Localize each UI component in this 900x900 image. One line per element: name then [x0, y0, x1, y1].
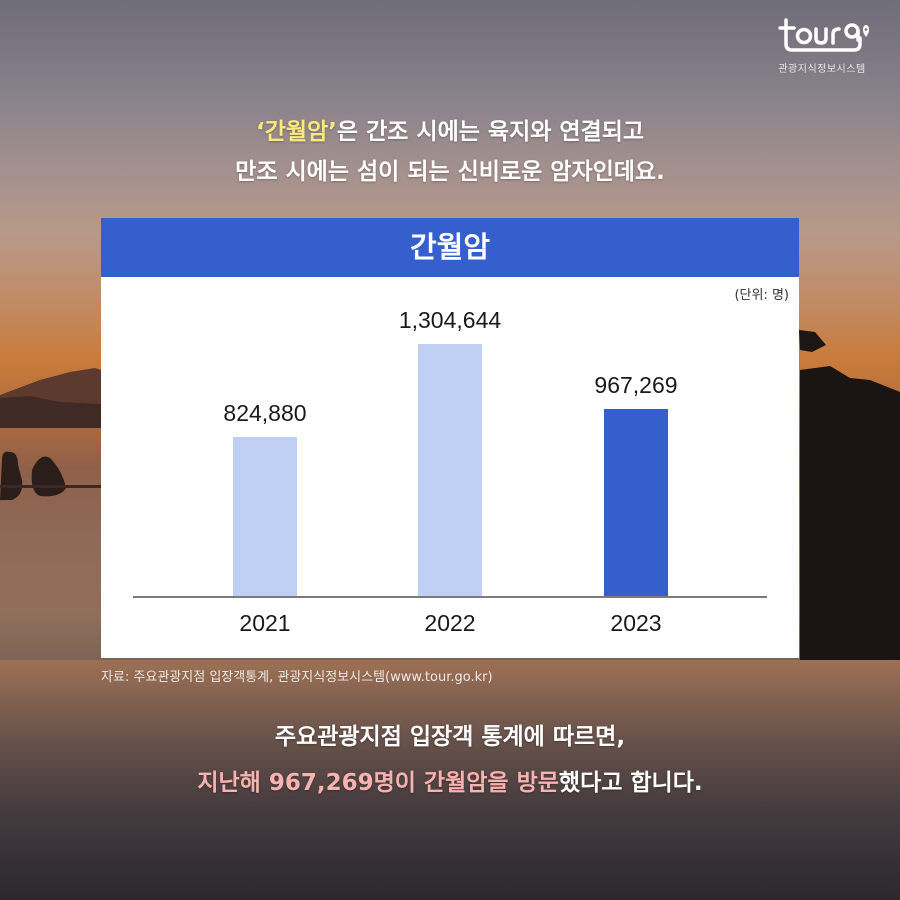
- x-tick-2022: 2022: [424, 610, 476, 636]
- logo-subtitle: 관광지식정보시스템: [778, 64, 866, 75]
- outro-line-2-rest: 했다고 합니다.: [558, 770, 703, 796]
- outro-line-2: 지난해 967,269명이 간월암을 방문했다고 합니다.: [0, 760, 900, 806]
- outro-text: 주요관광지점 입장객 통계에 따르면, 지난해 967,269명이 간월암을 방…: [0, 714, 900, 806]
- tourgo-logo: 관광지식정보시스템: [762, 14, 882, 78]
- bar-chart-plot: 824,880 1,304,644 967,269: [133, 296, 767, 598]
- intro-highlight: ‘간월암’: [255, 119, 337, 145]
- x-tick-2023: 2023: [610, 610, 662, 636]
- intro-line-1-rest: 은 간조 시에는 육지와 연결되고: [336, 119, 645, 145]
- bar-value-2021: 824,880: [223, 400, 307, 426]
- outro-line-1: 주요관광지점 입장객 통계에 따르면,: [274, 724, 626, 750]
- intro-line-1: ‘간월암’은 간조 시에는 육지와 연결되고: [0, 112, 900, 152]
- bar-2021: [233, 437, 297, 596]
- tourgo-logo-icon: [778, 18, 869, 52]
- x-tick-2021: 2021: [239, 610, 291, 636]
- bar-2023: [604, 409, 668, 596]
- intro-text: ‘간월암’은 간조 시에는 육지와 연결되고 만조 시에는 섬이 되는 신비로운…: [0, 112, 900, 192]
- x-axis-baseline: [133, 596, 767, 598]
- intro-line-2: 만조 시에는 섬이 되는 신비로운 암자인데요.: [235, 159, 665, 185]
- chart-card: 간월암 (단위: 명) 824,880 1,304,644 967,269 20…: [101, 218, 799, 658]
- outro-highlight: 지난해 967,269명이 간월암을 방문: [197, 770, 559, 796]
- chart-title: 간월암: [101, 218, 799, 277]
- source-note: 자료: 주요관광지점 입장객통계, 관광지식정보시스템(www.tour.go.…: [101, 670, 493, 685]
- unit-label: (단위: 명): [734, 288, 789, 303]
- bar-value-2023: 967,269: [594, 372, 678, 398]
- bar-2022: [418, 344, 482, 596]
- bar-value-2022: 1,304,644: [398, 307, 502, 333]
